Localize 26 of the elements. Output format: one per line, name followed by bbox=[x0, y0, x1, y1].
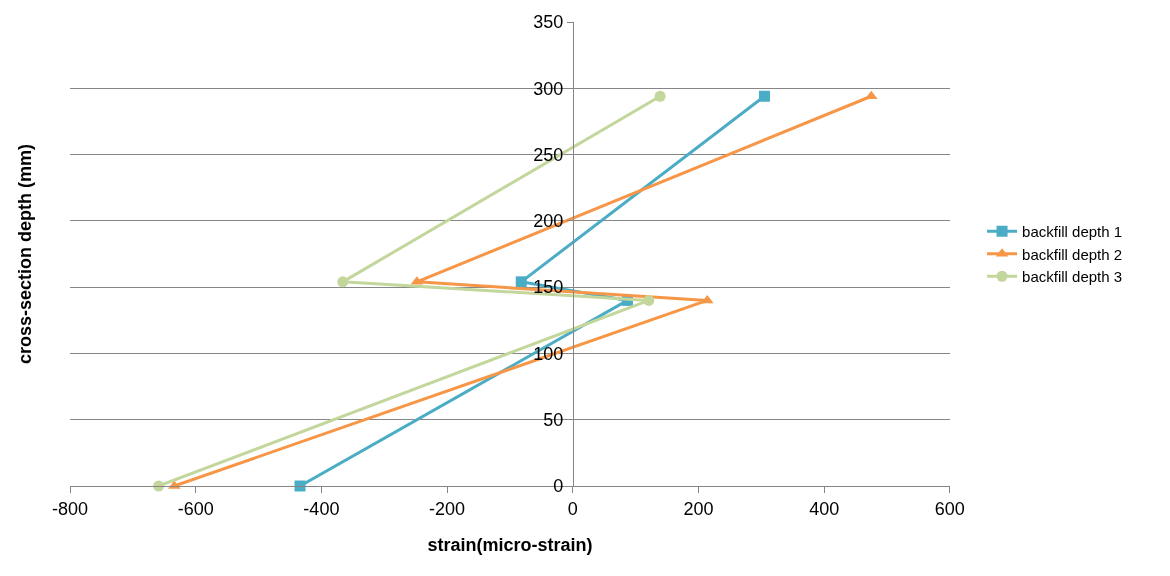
x-tick-label: -200 bbox=[429, 498, 466, 519]
y-tick-label: 250 bbox=[533, 144, 564, 165]
point bbox=[643, 294, 655, 306]
y-tick-label: 50 bbox=[543, 410, 564, 431]
y-tick-label: 200 bbox=[533, 211, 564, 232]
legend-label: backfill depth 3 bbox=[1022, 268, 1123, 286]
y-tick-label: 0 bbox=[553, 476, 564, 497]
x-tick-label: 200 bbox=[683, 498, 714, 519]
x-tick-label: -800 bbox=[51, 498, 89, 519]
point bbox=[294, 480, 306, 492]
x-axis-title: strain(micro-strain) bbox=[427, 534, 593, 555]
x-tick-label: 0 bbox=[567, 498, 578, 519]
legend-label: backfill depth 1 bbox=[1022, 223, 1123, 241]
x-tick-label: -400 bbox=[303, 498, 340, 519]
point bbox=[758, 90, 770, 102]
y-tick-label: 300 bbox=[533, 78, 564, 99]
y-tick-label: 350 bbox=[533, 12, 564, 33]
legend-label: backfill depth 2 bbox=[1022, 245, 1123, 263]
point bbox=[515, 276, 527, 288]
x-tick-label: 400 bbox=[809, 498, 840, 519]
y-axis-title: cross-section depth (mm) bbox=[15, 143, 35, 364]
point bbox=[654, 90, 666, 102]
point bbox=[700, 294, 714, 304]
x-tick-label: 600 bbox=[934, 498, 965, 519]
point bbox=[337, 276, 349, 288]
x-tick-label: -600 bbox=[177, 498, 214, 519]
